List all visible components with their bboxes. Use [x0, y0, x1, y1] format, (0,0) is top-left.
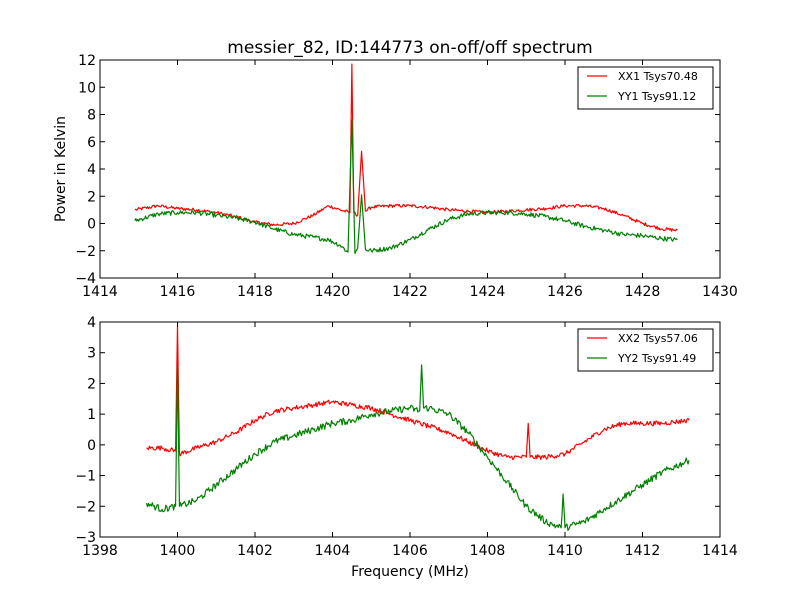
series-group: [134, 63, 678, 255]
y-tick-label: −2: [75, 499, 96, 515]
y-tick-label: 0: [87, 438, 96, 454]
legend-label-xx1: XX1 Tsys70.48: [618, 70, 698, 83]
x-tick-label: 1410: [547, 543, 583, 559]
x-tick-label: 1424: [470, 284, 506, 300]
y-tick-label: 12: [78, 53, 96, 69]
x-tick-label: 1412: [625, 543, 661, 559]
x-tick-label: 1404: [315, 543, 351, 559]
legend: XX1 Tsys70.48 YY1 Tsys91.12: [577, 66, 714, 110]
y-tick-label: 3: [87, 346, 96, 362]
series-line-xx1: [134, 63, 678, 232]
axis-ticks: 1414 1416 1418 1420 1422 1424 1426 1428 1430 −4 −2…: [75, 53, 737, 300]
x-tick-label: 1400: [160, 543, 196, 559]
axis-ticks: 1398 1400 1402 1404 1406 1408 1410 1412 1414−3−2…: [75, 315, 738, 559]
x-tick-label: 1408: [470, 543, 506, 559]
y-tick-label: 4: [87, 315, 96, 331]
x-tick-label: 1428: [625, 284, 661, 300]
y-tick-label: 1: [87, 407, 96, 423]
x-tick-label: 1414: [82, 284, 118, 300]
y-tick-label: 4: [87, 162, 96, 178]
x-tick-label: 1430: [702, 284, 738, 300]
x-tick-label: 1414: [702, 543, 738, 559]
y-tick-label: 10: [78, 80, 96, 96]
chart-title: messier_82, ID:144773 on-off/off spectru…: [227, 38, 592, 58]
y-tick-label: 0: [87, 217, 96, 233]
legend-box: [577, 66, 714, 110]
x-tick-label: 1426: [547, 284, 583, 300]
x-tick-label: 1416: [160, 284, 196, 300]
x-tick-label: 1422: [392, 284, 428, 300]
x-tick-label: 1420: [315, 284, 351, 300]
y-tick-label: −1: [75, 469, 96, 485]
legend: XX2 Tsys57.06 YY2 Tsys91.49: [577, 328, 714, 372]
x-tick-label: 1418: [237, 284, 273, 300]
y-tick-label: 2: [87, 189, 96, 205]
top-panel: messier_82, ID:144773 on-off/off spectru…: [53, 38, 738, 300]
y-tick-label: −3: [75, 530, 96, 546]
y-tick-label: 8: [87, 108, 96, 124]
y-tick-label: −2: [75, 244, 96, 260]
bottom-panel: Frequency (MHz) 1398 1400 1402 1404 1406 1408…: [75, 315, 738, 580]
y-tick-label: −4: [75, 271, 96, 287]
x-tick-label: 1398: [82, 543, 118, 559]
legend-label-yy2: YY2 Tsys91.49: [617, 352, 696, 365]
y-axis-label: Power in Kelvin: [53, 116, 69, 222]
legend-label-yy1: YY1 Tsys91.12: [617, 90, 696, 103]
series-line-xx2: [146, 324, 690, 461]
y-tick-label: 6: [87, 135, 96, 151]
legend-label-xx2: XX2 Tsys57.06: [618, 332, 698, 345]
series-group: [145, 324, 690, 531]
x-axis-label: Frequency (MHz): [351, 564, 469, 580]
x-tick-label: 1402: [237, 543, 273, 559]
series-line-yy1: [134, 119, 678, 255]
x-tick-label: 1406: [392, 543, 428, 559]
series-line-yy2: [145, 364, 690, 531]
y-tick-label: 2: [87, 376, 96, 392]
legend-box: [577, 328, 714, 372]
